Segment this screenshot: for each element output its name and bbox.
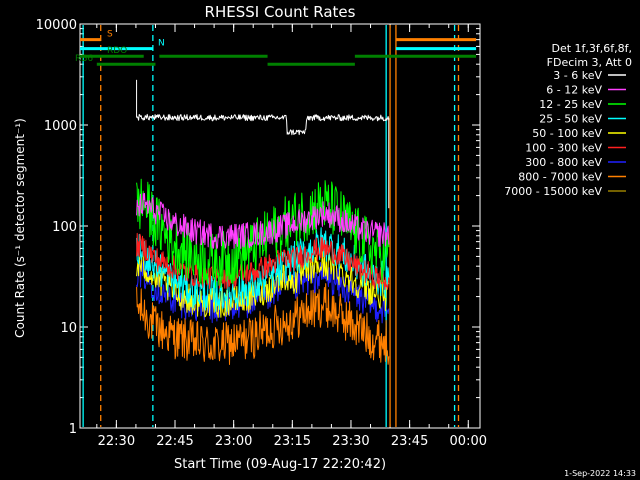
x-tick-label: 22:45 — [156, 434, 193, 449]
series-line — [136, 232, 390, 290]
y-tick-label: 1 — [69, 422, 77, 437]
legend-entry-label: 12 - 25 keV — [539, 98, 602, 111]
chart-title: RHESSI Count Rates — [205, 3, 356, 21]
series-line — [136, 283, 390, 365]
y-tick-label: 10 — [60, 321, 77, 336]
legend-entry-label: 3 - 6 keV — [553, 69, 602, 82]
legend-entry-label: 6 - 12 keV — [546, 84, 602, 97]
footer-date: 1-Sep-2022 14:33 — [564, 469, 636, 478]
state-bar-label: RB6 — [75, 54, 93, 64]
legend-entry-label: 800 - 7000 keV — [518, 171, 602, 184]
state-bar-label: S — [107, 30, 113, 40]
legend-entry-label: 100 - 300 keV — [525, 142, 602, 155]
legend-entry-label: 25 - 50 keV — [539, 113, 602, 126]
series-line — [136, 192, 390, 250]
x-tick-label: 22:30 — [98, 434, 135, 449]
legend-entry-label: 7000 - 15000 keV — [504, 185, 602, 198]
legend-header-line: Det 1f,3f,6f,8f, — [551, 42, 632, 55]
y-tick-label: 10000 — [36, 18, 77, 33]
x-tick-label: 23:30 — [332, 434, 369, 449]
y-axis-label: Count Rate (s⁻¹ detector segment⁻¹) — [13, 118, 27, 338]
y-tick-label: 100 — [52, 220, 77, 235]
x-tick-label: 23:00 — [215, 434, 252, 449]
state-bar-label: N — [158, 39, 165, 49]
plot-area: 1 10 100 1000 10000 22:30 22:45 23:00 23:15 23:30… — [36, 18, 487, 449]
series-line — [136, 227, 390, 312]
legend-entry-label: 50 - 100 keV — [532, 127, 602, 140]
series-line — [136, 250, 390, 318]
legend: Det 1f,3f,6f,8f,FDecim 3, Att 03 - 6 keV… — [504, 42, 632, 198]
x-tick-label: 00:00 — [450, 434, 487, 449]
y-tick-label: 1000 — [44, 119, 77, 134]
legend-entry-label: 300 - 800 keV — [525, 156, 602, 169]
x-tick-label: 23:45 — [391, 434, 428, 449]
x-axis-label: Start Time (09-Aug-17 22:20:42) — [174, 457, 386, 472]
x-tick-label: 23:15 — [274, 434, 311, 449]
legend-header-line: FDecim 3, Att 0 — [547, 56, 632, 69]
series-line — [136, 113, 390, 136]
state-bar-label: RDO — [107, 46, 127, 56]
